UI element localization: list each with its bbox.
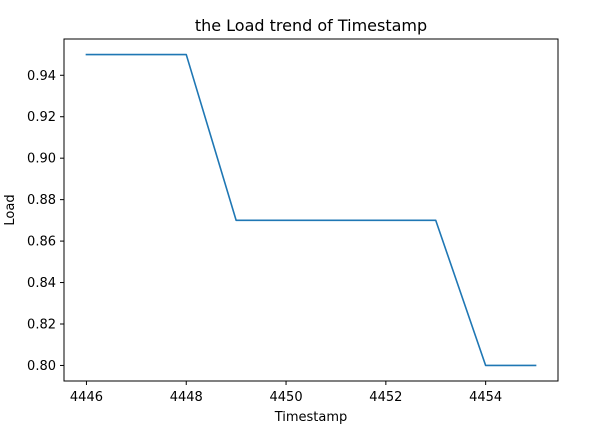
x-tick-label: 4454 <box>469 390 502 405</box>
x-tick-label: 4448 <box>170 390 203 405</box>
y-tick-label: 0.84 <box>27 276 56 291</box>
x-tick-label: 4450 <box>270 390 303 405</box>
y-tick-label: 0.82 <box>27 318 56 333</box>
series-line-load <box>85 53 537 367</box>
y-tick-label: 0.86 <box>27 235 56 250</box>
y-axis-title: Load <box>3 194 18 225</box>
y-tick-label: 0.80 <box>27 359 56 374</box>
chart-title: the Load trend of Timestamp <box>195 16 427 35</box>
y-tick-label: 0.90 <box>27 152 56 167</box>
x-axis-title: Timestamp <box>274 410 348 425</box>
plot-frame <box>63 38 559 382</box>
x-tick-label: 4452 <box>369 390 402 405</box>
y-tick-label: 0.94 <box>27 69 56 84</box>
y-axis-ticks: 0.80 0.82 0.84 0.86 0.88 0.90 0.92 0.94 <box>27 69 64 374</box>
y-tick-label: 0.92 <box>27 110 56 125</box>
x-tick-label: 4446 <box>70 390 103 405</box>
y-tick-label: 0.88 <box>27 193 56 208</box>
x-axis-ticks: 4446 4448 4450 4452 4454 <box>70 381 502 405</box>
plot-area: 4446 4448 4450 4452 4454 0.800.820.840.860.8… <box>27 38 559 405</box>
